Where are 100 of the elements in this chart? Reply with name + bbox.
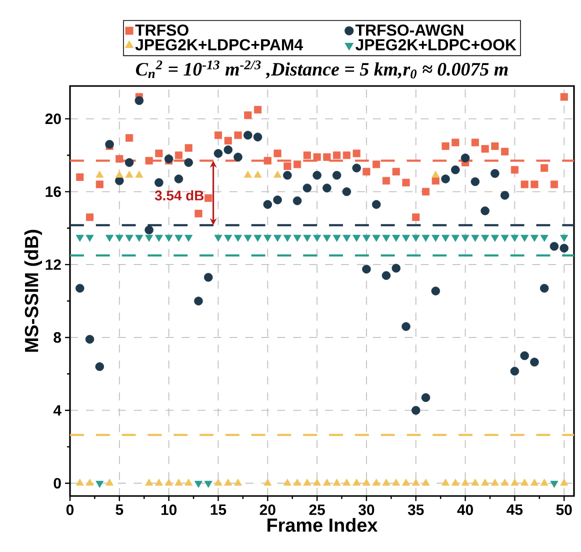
x-tick-label: 50 [556,504,572,516]
point [85,334,94,344]
point [392,234,400,242]
point [322,234,331,242]
point [144,226,154,234]
point [372,160,380,168]
legend-label: TRFSO [135,24,188,36]
point [442,478,450,486]
x-tick-label: 35 [408,504,424,516]
point [184,234,193,242]
point [283,478,292,486]
point [125,234,134,242]
point [184,158,193,167]
point [481,234,490,242]
point [442,142,450,150]
point [234,234,242,242]
point [332,234,341,242]
point [372,234,380,242]
point [224,136,232,144]
point [244,111,252,119]
point [382,271,391,280]
point [342,151,350,160]
point [224,145,232,154]
point [313,234,322,242]
point [520,180,528,188]
point [264,478,272,486]
x-tick-label: 20 [260,504,276,516]
point [76,234,84,242]
point [382,176,390,185]
point [520,234,529,242]
point [402,178,410,186]
point [352,234,361,242]
point [510,234,519,242]
point [501,148,509,156]
point [115,170,124,178]
point [362,264,371,274]
legend-label: JPEG2K+LDPC+PAM4 [135,39,303,50]
point [174,174,184,184]
point [540,164,548,172]
point [145,156,153,164]
point [234,131,242,139]
point [442,234,450,242]
x-axis-title: Frame Index [268,518,378,532]
point [95,362,104,372]
point [480,206,490,216]
point [432,176,440,185]
point [421,393,430,402]
point [422,234,430,242]
point [254,234,262,242]
point [481,145,489,153]
chart-title: C$_{n}$$^{2}$ = 10$^{-13}$ m$^{-2/3}$ ,Distance = 5 km,r$_{0}$ ≈ 0.0075 m [136,60,508,78]
point [372,478,380,486]
point [294,160,302,168]
point [412,406,420,415]
point [460,154,470,162]
point [491,142,499,150]
legend-label: TRFSO-AWGN [355,24,464,36]
point [352,164,361,172]
point [106,234,114,242]
annotation: 3.54 dB [154,190,204,200]
point [303,478,312,486]
point [530,234,538,242]
point [342,234,351,242]
point [174,151,182,160]
point [490,234,499,242]
point [96,170,104,178]
point [490,169,500,178]
point [184,478,193,486]
point [382,478,390,486]
x-tick-label: 40 [457,504,473,516]
point [214,234,222,242]
point [362,168,370,176]
point [135,170,144,178]
point [303,234,312,242]
point [530,478,538,486]
point [500,190,510,200]
point [550,180,558,188]
point [273,196,282,204]
point [461,478,470,486]
point [471,234,480,242]
point [224,234,232,242]
point [253,132,262,142]
x-tick-label: 0 [66,504,74,516]
point [392,168,400,176]
point [234,152,242,162]
point [134,96,144,105]
point [352,478,361,486]
point [342,187,352,196]
point [313,153,321,161]
point [392,264,400,273]
point [451,165,460,174]
point [154,478,163,486]
point [342,478,351,486]
point [322,184,332,192]
point [293,234,302,242]
x-tick-label: 5 [116,504,124,515]
point [481,478,490,486]
point [96,180,104,188]
point [470,177,480,186]
point [264,234,272,242]
